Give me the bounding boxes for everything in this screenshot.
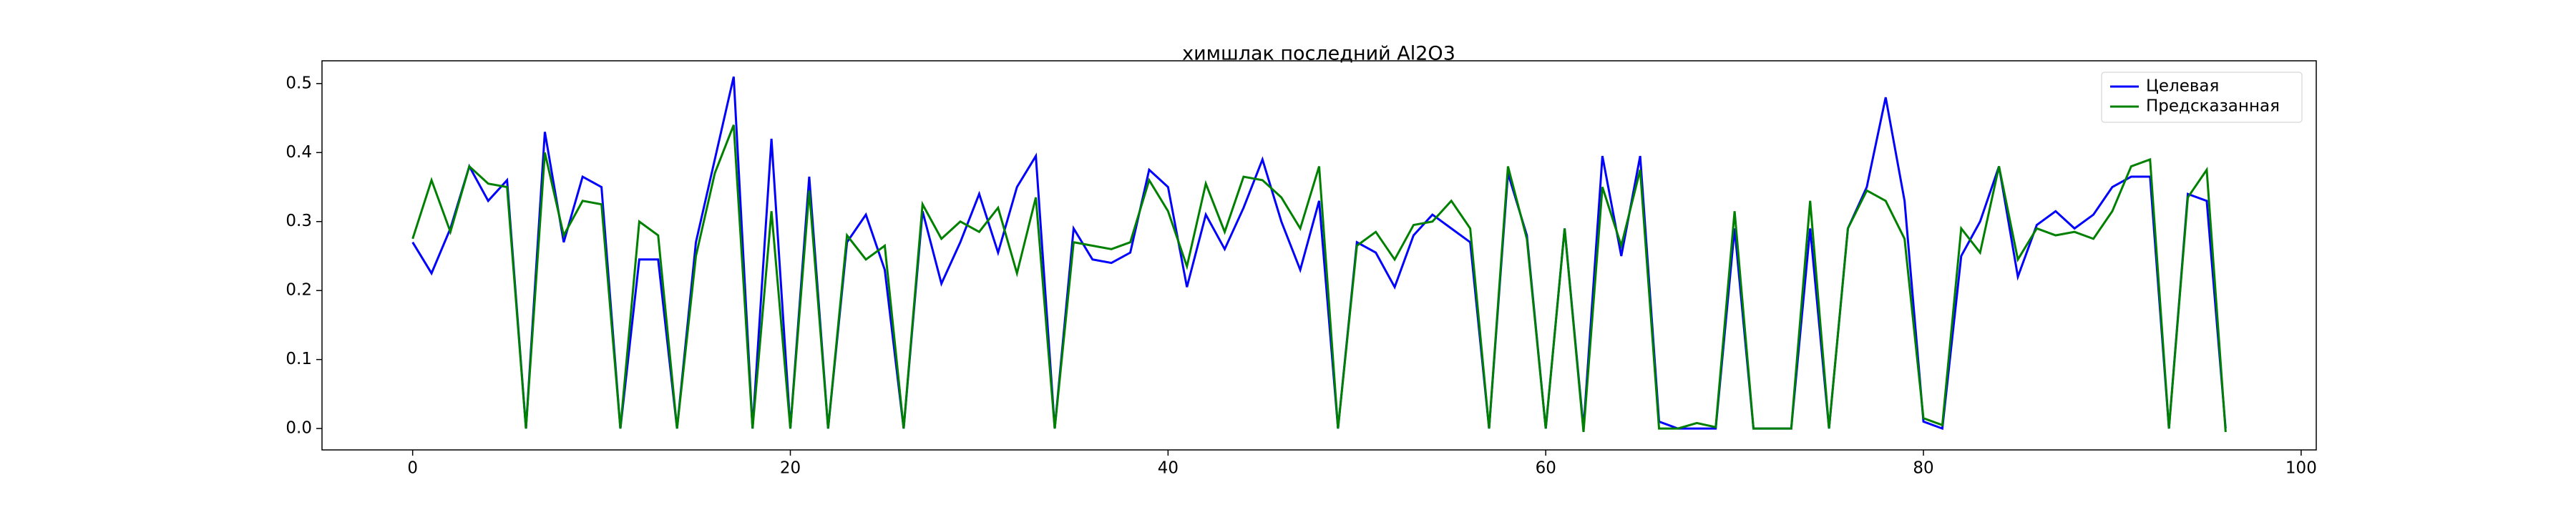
y-tick-label: 0.5 [286, 74, 312, 92]
y-tick-label: 0.4 [286, 143, 312, 162]
legend-label: Предсказанная [2146, 97, 2280, 116]
data-line [411, 76, 2227, 431]
y-tick-label: 0.3 [286, 212, 312, 230]
x-tick-label: 0 [407, 459, 418, 478]
x-tick-label: 40 [1158, 459, 1179, 478]
x-tick-label: 80 [1913, 459, 1933, 478]
chart-title: химшлак последний Al2O3 [1182, 43, 1455, 65]
data-line [411, 124, 2227, 433]
y-tick-label: 0.0 [286, 419, 312, 438]
y-tick-label: 0.1 [286, 350, 312, 368]
x-tick-label: 100 [2285, 459, 2317, 478]
y-tick-label: 0.2 [286, 281, 312, 300]
legend-label: Целевая [2146, 77, 2219, 96]
x-tick-label: 60 [1536, 459, 1556, 478]
legend-box [2101, 72, 2303, 123]
x-tick-label: 20 [780, 459, 801, 478]
plot-frame [321, 60, 2317, 451]
